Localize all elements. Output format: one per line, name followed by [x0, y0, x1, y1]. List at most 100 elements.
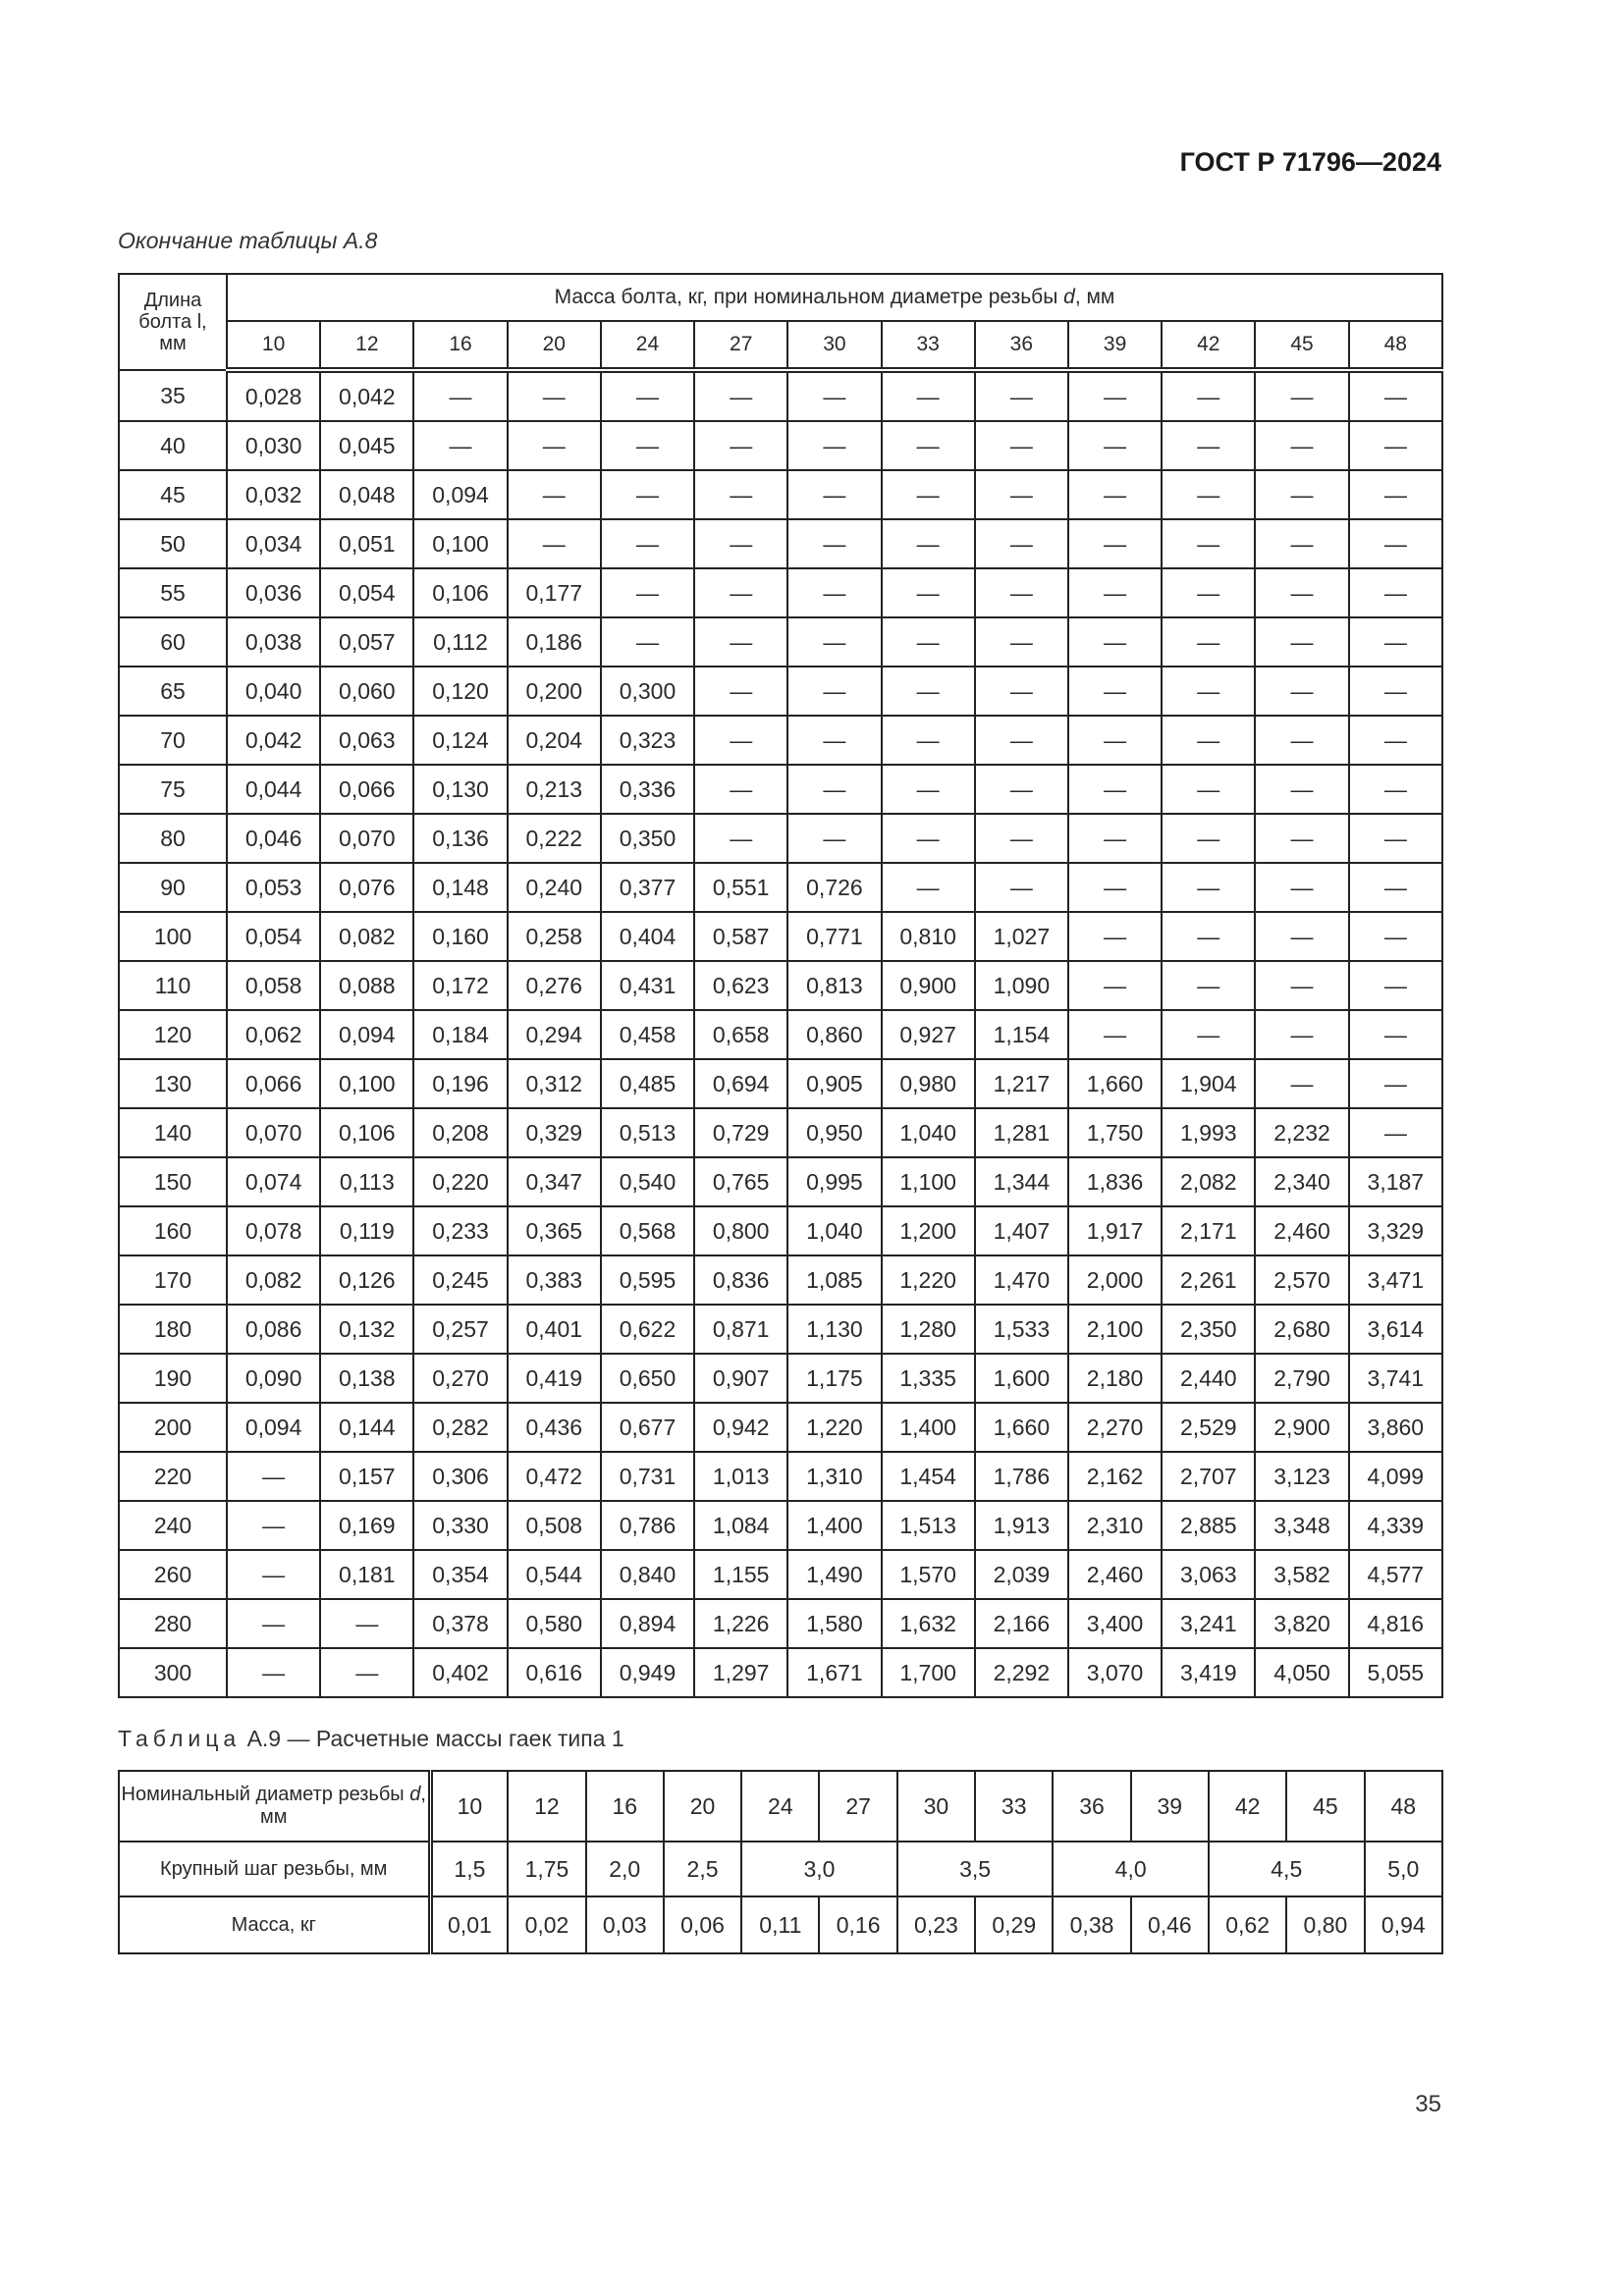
nut-mass-cell: 0,46: [1129, 1896, 1210, 1954]
mass-cell: 1,786: [973, 1451, 1069, 1502]
table-row: 35 0,028 0,042— — — — — — — — — — —: [118, 369, 1444, 422]
mass-cell: —: [319, 1647, 415, 1698]
mass-cell: 0,458: [599, 1009, 696, 1060]
diameter-cell: 12: [507, 1770, 587, 1842]
mass-cell: 0,329: [506, 1107, 602, 1158]
mass-cell: 0,074: [225, 1156, 322, 1207]
mass-cell: 0,233: [412, 1205, 509, 1256]
mass-cell: 0,157: [319, 1451, 415, 1502]
diameter-cell: 39: [1129, 1770, 1210, 1842]
mass-cell: 0,995: [786, 1156, 883, 1207]
table-row: 120 0,062 0,094 0,184 0,294 0,458 0,658 0,860 0,…: [118, 1009, 1444, 1060]
mass-cell: —: [973, 567, 1069, 618]
mass-cell: 0,257: [412, 1304, 509, 1355]
nut-mass-table: Номинальный диаметр резьбы d, мм 10 12 16 20…: [118, 1770, 1444, 1954]
mass-cell: 0,658: [693, 1009, 789, 1060]
mass-cell: —: [1161, 1009, 1257, 1060]
mass-cell: 0,094: [412, 469, 509, 520]
mass-cell: —: [1347, 369, 1444, 422]
mass-cell: 0,300: [599, 666, 696, 717]
mass-cell: 0,677: [599, 1402, 696, 1453]
mass-cell: —: [786, 469, 883, 520]
mass-cell: —: [1066, 911, 1164, 962]
bolt-length-cell: 90: [118, 862, 228, 913]
mass-cell: 0,623: [693, 960, 789, 1011]
mass-cell: 1,130: [786, 1304, 883, 1355]
diameter-header: 27: [693, 320, 789, 373]
mass-cell: —: [1254, 469, 1350, 520]
mass-cell: 3,400: [1066, 1598, 1164, 1649]
bolt-length-cell: 190: [118, 1353, 228, 1404]
mass-cell: —: [1347, 764, 1444, 815]
mass-cell: —: [1066, 369, 1164, 422]
mass-cell: 2,680: [1254, 1304, 1350, 1355]
mass-cell: —: [973, 469, 1069, 520]
diameter-cell: 48: [1363, 1770, 1444, 1842]
bolt-length-cell: 170: [118, 1255, 228, 1306]
mass-cell: —: [506, 469, 602, 520]
nut-mass-cell: 0,11: [740, 1896, 821, 1954]
table-row: 60 0,038 0,057 0,112 0,186— — — — — — — — —: [118, 616, 1444, 667]
mass-cell: 0,066: [319, 764, 415, 815]
label-text: Номинальный диаметр резьбы: [121, 1784, 410, 1805]
mass-cell: 1,090: [973, 960, 1069, 1011]
mass-cell: —: [1347, 1009, 1444, 1060]
bolt-length-cell: 70: [118, 715, 228, 766]
mass-cell: —: [693, 666, 789, 717]
mass-cell: —: [786, 369, 883, 422]
mass-cell: —: [1066, 567, 1164, 618]
mass-cell: 0,431: [599, 960, 696, 1011]
mass-cell: 0,508: [506, 1500, 602, 1551]
diameter-cell: 20: [662, 1770, 743, 1842]
mass-cell: —: [786, 616, 883, 667]
diameter-header: 33: [880, 320, 976, 373]
mass-cell: 0,138: [319, 1353, 415, 1404]
mass-cell: 0,622: [599, 1304, 696, 1355]
mass-cell: 0,106: [319, 1107, 415, 1158]
mass-cell: 2,707: [1161, 1451, 1257, 1502]
mass-cell: 0,485: [599, 1058, 696, 1109]
bolt-length-cell: 140: [118, 1107, 228, 1158]
bolt-mass-table: Длина болта l, мм Масса болта, кг, при н…: [118, 273, 1444, 1698]
mass-cell: —: [693, 567, 789, 618]
mass-cell: 1,400: [786, 1500, 883, 1551]
mass-cell: —: [1347, 715, 1444, 766]
table-row: 80 0,046 0,070 0,136 0,222 0,350— — — — — — — —: [118, 813, 1444, 864]
mass-cell: —: [1161, 518, 1257, 569]
bolt-length-cell: 240: [118, 1500, 228, 1551]
mass-cell: —: [1161, 764, 1257, 815]
mass-cell: 0,726: [786, 862, 883, 913]
mass-cell: 0,282: [412, 1402, 509, 1453]
table-row: 170 0,082 0,126 0,245 0,383 0,595 0,836 1,085 1,…: [118, 1255, 1444, 1306]
nut-mass-cell: 0,01: [428, 1896, 510, 1954]
diameter-cell: 16: [584, 1770, 665, 1842]
mass-cell: 0,894: [599, 1598, 696, 1649]
mass-cell: —: [1347, 911, 1444, 962]
pitch-cell: 4,5: [1207, 1841, 1366, 1897]
mass-cell: 1,836: [1066, 1156, 1164, 1207]
mass-cell: —: [599, 518, 696, 569]
mass-cell: 0,090: [225, 1353, 322, 1404]
mass-header-text: Масса болта, кг, при номинальном диаметр…: [554, 286, 1064, 308]
mass-cell: 0,771: [786, 911, 883, 962]
mass-cell: 0,402: [412, 1647, 509, 1698]
mass-cell: —: [599, 469, 696, 520]
length-column-header: Длина болта l, мм: [118, 273, 228, 371]
mass-cell: 0,222: [506, 813, 602, 864]
mass-cell: 1,917: [1066, 1205, 1164, 1256]
mass-cell: —: [1066, 960, 1164, 1011]
mass-cell: 0,144: [319, 1402, 415, 1453]
mass-cell: —: [1161, 567, 1257, 618]
table-row: 75 0,044 0,066 0,130 0,213 0,336— — — — — — — —: [118, 764, 1444, 815]
mass-cell: —: [786, 567, 883, 618]
mass-cell: 0,836: [693, 1255, 789, 1306]
mass-cell: —: [225, 1549, 322, 1600]
mass-cell: 1,280: [880, 1304, 976, 1355]
mass-cell: —: [225, 1500, 322, 1551]
mass-cell: 0,378: [412, 1598, 509, 1649]
mass-cell: 0,905: [786, 1058, 883, 1109]
mass-cell: —: [1161, 862, 1257, 913]
mass-cell: 0,196: [412, 1058, 509, 1109]
mass-cell: —: [880, 369, 976, 422]
mass-cell: 4,099: [1347, 1451, 1444, 1502]
